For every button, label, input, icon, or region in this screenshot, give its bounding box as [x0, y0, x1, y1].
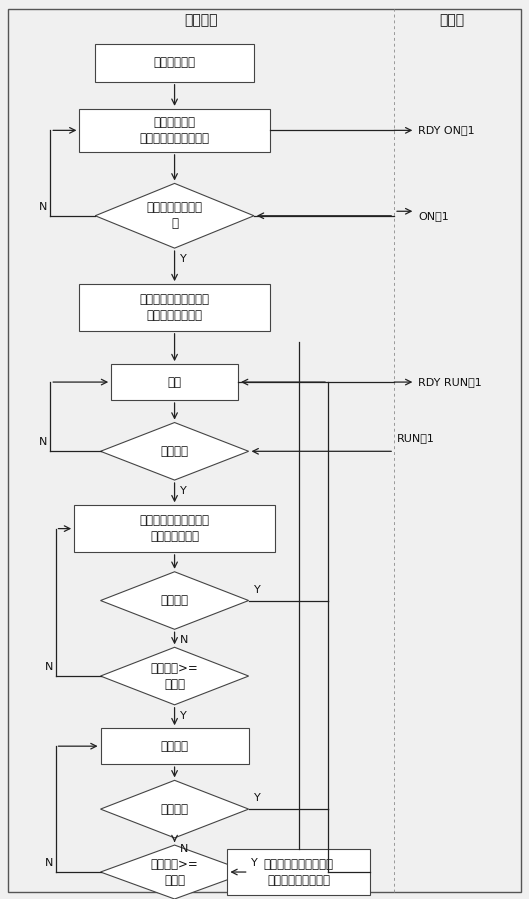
Text: 上电自检完成: 上电自检完成 [153, 57, 196, 69]
Text: Y: Y [254, 584, 261, 595]
Text: Y: Y [180, 254, 187, 264]
Text: 恒压充电: 恒压充电 [161, 740, 188, 752]
Polygon shape [101, 845, 249, 899]
Text: ON＝1: ON＝1 [418, 210, 449, 221]
Bar [101, 728, 249, 764]
Text: 充电装置: 充电装置 [184, 13, 218, 28]
Text: Y: Y [180, 710, 187, 721]
Polygon shape [101, 423, 249, 480]
Text: 上下行选择，合相应接
触器，恒流充电: 上下行选择，合相应接 触器，恒流充电 [140, 514, 209, 543]
Text: N: N [39, 437, 48, 448]
Text: 恒压延时>=
设定值: 恒压延时>= 设定值 [151, 858, 198, 886]
Bar [74, 505, 275, 552]
Text: 离站信号: 离站信号 [161, 594, 188, 607]
Text: N: N [44, 858, 53, 868]
Polygon shape [101, 780, 249, 838]
Text: 自检状态正常
向控制台反馈待机状态: 自检状态正常 向控制台反馈待机状态 [140, 116, 209, 145]
Bar [111, 364, 238, 400]
Bar [95, 44, 254, 82]
Text: RDY ON＝1: RDY ON＝1 [418, 125, 475, 136]
Text: 接收控制台启动指
令: 接收控制台启动指 令 [147, 201, 203, 230]
Bar [79, 284, 270, 331]
Text: Y: Y [251, 858, 258, 868]
Text: N: N [180, 635, 188, 645]
Text: 待机: 待机 [168, 376, 181, 388]
Text: 离站信号: 离站信号 [161, 803, 188, 815]
Polygon shape [101, 647, 249, 705]
Text: Y: Y [254, 793, 261, 804]
Bar [79, 109, 270, 152]
Polygon shape [101, 572, 249, 629]
Text: 控制台: 控制台 [440, 13, 465, 28]
Text: RUN＝1: RUN＝1 [397, 432, 435, 443]
Polygon shape [95, 183, 254, 248]
Bar [227, 849, 370, 895]
Text: RDY RUN＝1: RDY RUN＝1 [418, 377, 482, 387]
Text: N: N [39, 201, 48, 212]
Text: N: N [180, 843, 188, 854]
Text: Y: Y [180, 485, 187, 496]
Text: 进站信号: 进站信号 [161, 445, 188, 458]
Text: 输出电压>=
设定值: 输出电压>= 设定值 [151, 662, 198, 690]
Text: 网侧整流器先后完成预
充电、合主断路器: 网侧整流器先后完成预 充电、合主断路器 [140, 293, 209, 322]
Text: N: N [44, 662, 53, 672]
Text: 充电装置封锁输出，断
开上（下）行接触器: 充电装置封锁输出，断 开上（下）行接触器 [264, 858, 334, 886]
